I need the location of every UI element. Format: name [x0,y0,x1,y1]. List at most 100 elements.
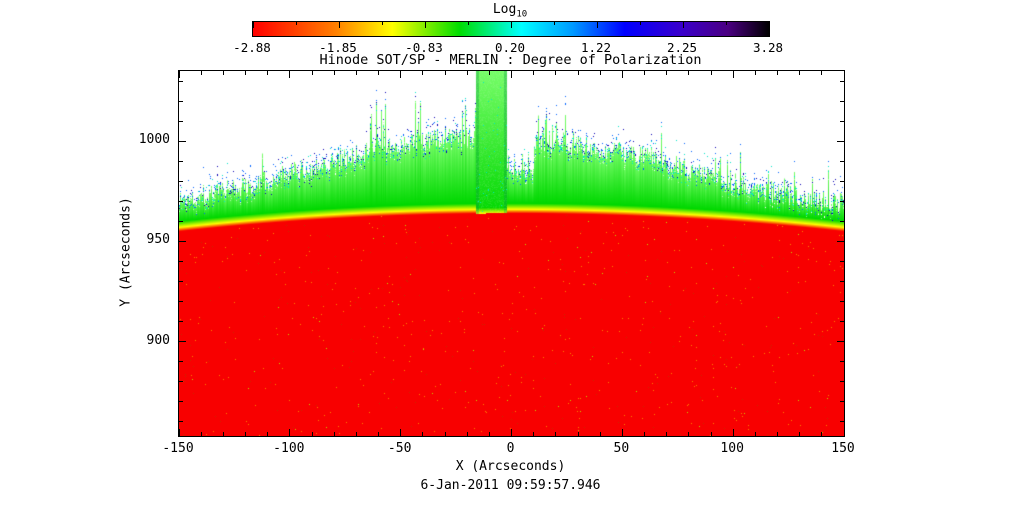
x-axis-bottom-tick [178,429,180,436]
colorbar-major-tick [339,22,340,28]
y-axis-left-tick [179,160,183,162]
x-axis-top-tick [400,71,402,78]
x-axis-bottom-tick [555,432,557,436]
y-axis-right-tick [840,200,844,202]
x-axis-top-tick [710,71,712,75]
x-axis-top-tick [511,71,512,78]
y-axis-left-tick [179,381,183,383]
colorbar-minor-tick [554,22,555,25]
y-axis-left-tick [179,421,183,423]
y-axis-right-tick [840,321,844,323]
y-axis-left-tick [179,321,183,323]
x-axis-bottom-tick [577,432,579,436]
x-axis-bottom-tick [666,432,668,436]
y-axis-left-tick [179,281,183,283]
x-axis-top-tick [200,71,202,75]
x-axis-top-tick [289,71,291,78]
x-axis-bottom-tick [843,429,845,436]
colorbar-tick-label: -0.83 [405,40,443,55]
y-axis-left-tick [179,240,186,242]
colorbar-minor-tick [296,22,297,25]
timestamp: 6-Jan-2011 09:59:57.946 [420,478,601,493]
x-axis-bottom-tick [533,432,535,436]
x-axis-top-tick [732,71,734,78]
colorbar-title: Log10 [252,2,768,20]
colorbar-major-tick [511,22,512,28]
y-axis-right-tick [840,421,844,423]
y-axis-right-tick [840,120,844,122]
x-axis-top-tick [466,71,468,75]
x-axis-bottom-tick [466,432,468,436]
x-axis-bottom-tick [245,432,246,436]
y-axis-left-tick [179,261,183,263]
x-axis-top-tick [799,71,801,75]
x-axis-top-tick [777,71,778,75]
x-tick-label: -50 [387,441,412,456]
x-tick-label: 0 [506,441,515,456]
colorbar-minor-tick [468,22,469,25]
x-axis-bottom-tick [289,429,291,436]
y-axis-right-tick [840,80,844,82]
heatmap-canvas [179,71,844,436]
x-axis-bottom-tick [511,429,512,436]
x-axis-top-tick [688,71,690,75]
colorbar-title-text: Log [492,2,517,17]
y-axis-right-tick [840,401,844,403]
colorbar-tick-label: 0.20 [494,40,526,55]
colorbar-tick-labels: -2.88 -1.85 -0.83 0.20 1.22 2.25 3.28 [233,40,783,56]
colorbar-minor-tick [640,22,641,25]
colorbar-tick-label: -2.88 [233,40,271,55]
y-axis-right-tick [840,180,844,182]
y-axis-right-tick [840,160,844,162]
y-axis-right-tick [837,341,844,343]
x-axis-bottom-tick [422,432,424,436]
x-axis-bottom-tick [378,432,379,436]
y-axis-right-tick [840,381,844,383]
colorbar-major-tick [425,22,426,28]
x-axis-top-tick [422,71,424,75]
x-axis-top-tick [311,71,313,75]
y-axis-right-tick [837,240,844,242]
y-axis-left-tick [179,100,183,102]
x-axis-bottom-tick [754,432,756,436]
x-axis-bottom-tick [777,432,778,436]
x-axis-bottom-tick [599,432,601,436]
x-tick-label: 100 [720,441,744,456]
y-axis-left-tick [179,361,183,363]
colorbar-gradient [252,21,770,37]
x-axis-top-tick [843,71,845,78]
y-axis-left-tick [179,341,186,343]
x-axis-top-tick [267,71,269,75]
y-axis-right-tick [840,281,844,283]
x-axis-top-tick [599,71,601,75]
x-axis-top-tick [754,71,756,75]
x-axis-top-tick [222,71,224,75]
y-axis-left-tick [179,200,183,202]
x-axis-bottom-tick [732,429,734,436]
x-axis-bottom-tick [688,432,690,436]
x-tick-label: -150 [162,441,194,456]
colorbar-tick-label: 1.22 [580,40,612,55]
x-axis-top-tick [621,71,623,78]
x-axis-bottom-tick [444,432,446,436]
x-axis-top-tick [355,71,357,75]
y-axis-left-tick [179,220,183,222]
x-axis-bottom-tick [355,432,357,436]
x-axis-top-tick [333,71,335,75]
colorbar-tick-label: 2.25 [666,40,698,55]
y-axis-right-tick [837,140,844,142]
x-axis-bottom-tick [311,432,313,436]
y-tick-label: 900 [146,332,170,348]
y-axis-left-tick [179,180,183,182]
x-axis-bottom-tick [200,432,202,436]
colorbar-minor-tick [382,22,383,25]
y-axis-right-tick [840,261,844,263]
x-axis-top-tick [666,71,668,75]
x-axis-bottom-tick [222,432,224,436]
y-axis-right-tick [840,301,844,303]
y-tick-label: 1000 [138,132,170,148]
colorbar-minor-tick [726,22,727,25]
y-axis-left-tick [179,401,183,403]
x-axis-label: X (Arcseconds) [455,459,566,474]
colorbar-title-subscript: 10 [516,9,528,20]
